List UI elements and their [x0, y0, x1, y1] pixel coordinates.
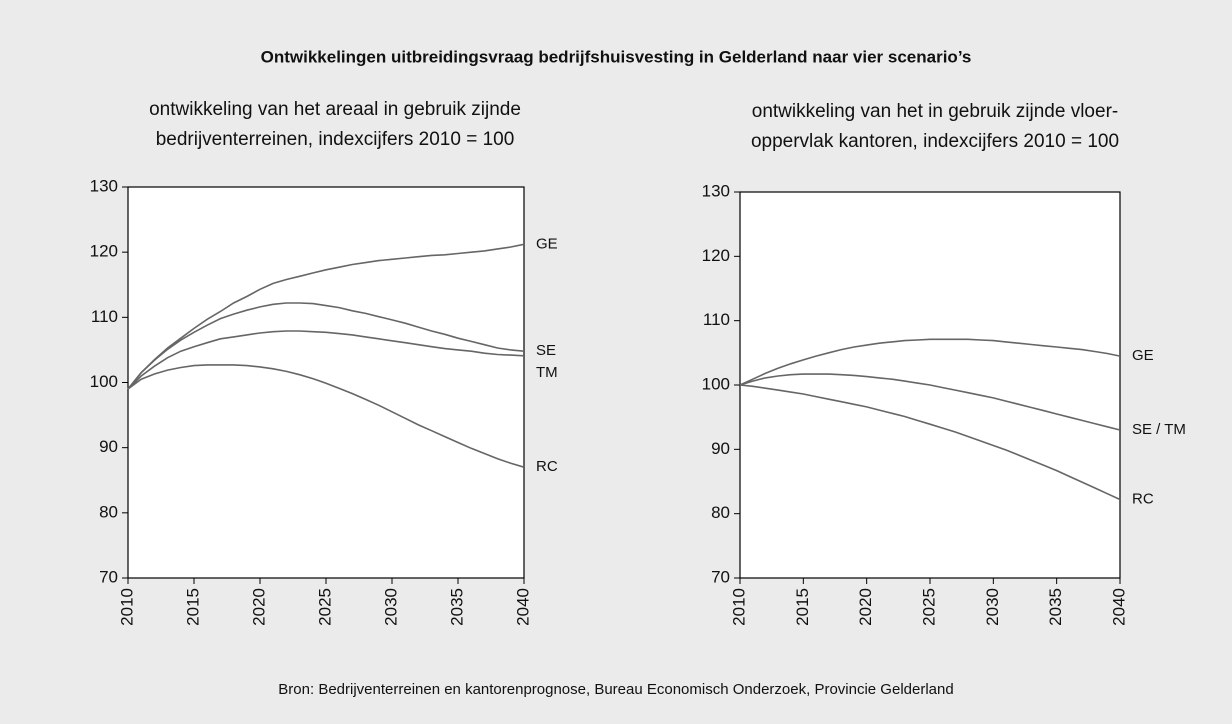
- y-tick-label: 90: [711, 439, 730, 458]
- x-tick-label: 2010: [117, 588, 136, 626]
- series-line: [127, 302, 525, 390]
- chart-subtitle: ontwikkeling van het areaal in gebruik z…: [149, 99, 521, 120]
- y-tick-label: 80: [99, 502, 118, 521]
- series-line: [739, 338, 1121, 386]
- x-tick-label: 2040: [513, 588, 532, 626]
- chart-subtitle: bedrijventerreinen, indexcijfers 2010 = …: [156, 129, 515, 150]
- series-line: [127, 364, 525, 468]
- y-tick-label: 70: [711, 567, 730, 586]
- figure-title: Ontwikkelingen uitbreidingsvraag bedrijf…: [261, 47, 972, 66]
- y-tick-label: 70: [99, 567, 118, 586]
- y-tick-label: 120: [90, 242, 118, 261]
- source: Bron: Bedrijventerreinen en kantorenprog…: [278, 681, 953, 698]
- x-tick-label: 2020: [856, 588, 875, 626]
- x-tick-label: 2035: [1046, 588, 1065, 626]
- series-line: [127, 330, 525, 390]
- y-tick-label: 120: [702, 246, 730, 265]
- x-tick-label: 2015: [793, 588, 812, 626]
- series-line: [739, 384, 1121, 501]
- series-label: GE: [1132, 347, 1154, 364]
- x-tick-label: 2040: [1109, 588, 1128, 626]
- series-label: TM: [536, 364, 558, 381]
- series-label: SE / TM: [1132, 421, 1186, 438]
- y-tick-label: 130: [702, 181, 730, 200]
- x-tick-label: 2035: [447, 588, 466, 626]
- x-tick-label: 2025: [919, 588, 938, 626]
- y-tick-label: 100: [90, 372, 118, 391]
- chart-subtitle: ontwikkeling van het in gebruik zijnde v…: [752, 101, 1118, 122]
- y-tick-label: 130: [90, 176, 118, 195]
- y-tick-label: 110: [91, 307, 118, 326]
- x-tick-label: 2030: [983, 588, 1002, 626]
- series-label: GE: [536, 235, 558, 252]
- y-tick-label: 90: [99, 437, 118, 456]
- x-tick-label: 2010: [729, 588, 748, 626]
- y-tick-label: 80: [711, 503, 730, 522]
- series-label: RC: [536, 458, 558, 475]
- series-label: RC: [1132, 490, 1154, 507]
- chart-subtitle: oppervlak kantoren, indexcijfers 2010 = …: [751, 131, 1119, 152]
- x-tick-label: 2025: [315, 588, 334, 626]
- y-tick-label: 110: [703, 310, 730, 329]
- series-label: SE: [536, 342, 556, 359]
- y-tick-label: 100: [702, 374, 730, 393]
- series-line: [127, 243, 525, 390]
- x-tick-label: 2015: [183, 588, 202, 626]
- series-line: [739, 373, 1121, 431]
- x-tick-label: 2020: [249, 588, 268, 626]
- x-tick-label: 2030: [381, 588, 400, 626]
